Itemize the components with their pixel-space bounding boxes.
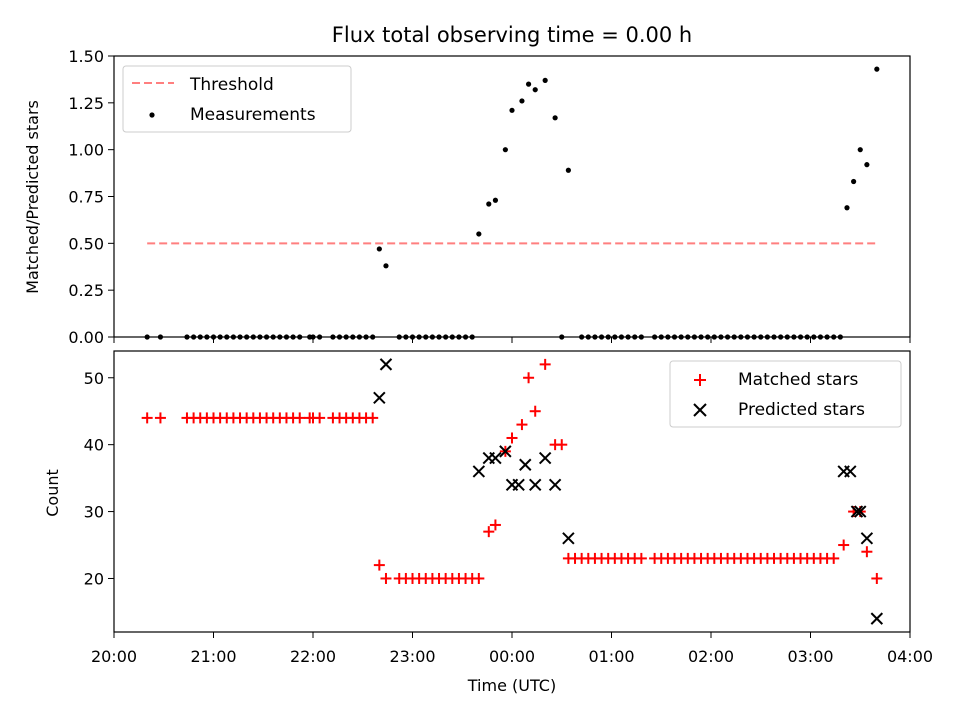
legend: Threshold Measurements — [122, 65, 352, 133]
predicted-star-point — [562, 532, 575, 545]
predicted-star-point — [512, 478, 525, 492]
measurement-point — [525, 81, 532, 87]
matched-star-point — [294, 412, 306, 424]
y-tick-label: 0.00 — [68, 328, 104, 347]
measurement-point — [476, 231, 482, 237]
measurement-point — [492, 197, 499, 203]
flux-ratio-panel: Flux total observing time = 0.00 h 0.00 0… — [23, 23, 911, 347]
legend-label: Measurements — [190, 105, 316, 125]
measurement-point — [565, 167, 571, 173]
measurement-point — [851, 178, 857, 185]
legend-label: Matched stars — [738, 370, 858, 390]
matched-star-point — [838, 539, 850, 551]
matched-star-point — [523, 372, 535, 384]
predicted-star-point — [870, 612, 884, 625]
matched-star-point — [861, 546, 873, 558]
y-tick-label: 0.50 — [68, 234, 104, 253]
predicted-legend-swatch — [693, 403, 707, 417]
y-tick-label: 1.25 — [68, 94, 104, 113]
measurement-point — [552, 115, 558, 121]
legend: Matched stars Predicted stars — [669, 360, 902, 428]
star-count-panel: 20 30 40 50 20:00 21:00 22:00 23:00 00:00 01:00 0… — [43, 350, 933, 695]
x-tick-label: 04:00 — [887, 647, 933, 666]
matched-star-point — [154, 412, 166, 424]
y-tick-label: 1.50 — [68, 47, 104, 66]
matched-star-point — [489, 519, 501, 531]
matched-star-point — [380, 572, 392, 584]
predicted-star-point — [548, 478, 562, 492]
predicted-star-point — [373, 391, 386, 405]
matched-star-point — [556, 439, 568, 451]
y-tick-label: 50 — [84, 369, 104, 388]
predicted-star-point — [844, 465, 857, 478]
measurement-point — [532, 87, 538, 93]
predicted-star-point — [489, 451, 502, 465]
predicted-star-point — [850, 505, 864, 518]
y-tick-label: 0.75 — [68, 188, 104, 207]
measurement-point — [874, 66, 880, 72]
legend-box — [122, 65, 352, 133]
matched-star-point — [141, 412, 153, 424]
measurement-point — [376, 246, 382, 252]
x-tick-label: 03:00 — [787, 647, 833, 666]
predicted-star-point — [519, 458, 532, 471]
measurement-point — [542, 77, 548, 83]
predicted-star-point — [472, 465, 486, 478]
matched-star-point — [516, 419, 528, 431]
measurement-point — [509, 107, 515, 113]
x-tick-label: 23:00 — [389, 647, 435, 666]
measurement-point — [857, 147, 863, 153]
chart-title: Flux total observing time = 0.00 h — [332, 23, 692, 47]
matched-star-point — [373, 559, 385, 571]
y-axis-label: Count — [43, 469, 62, 517]
x-axis-label: Time (UTC) — [467, 676, 556, 695]
x-tick-label: 02:00 — [688, 647, 734, 666]
legend-label: Predicted stars — [738, 400, 865, 420]
x-tick-label: 20:00 — [91, 647, 137, 666]
measurements-legend-swatch — [149, 112, 155, 118]
predicted-star-point — [538, 451, 552, 465]
predicted-star-point — [379, 358, 393, 371]
x-tick-label: 00:00 — [489, 647, 535, 666]
measurement-point — [864, 162, 870, 168]
predicted-star-point — [860, 532, 874, 545]
y-tick-label: 30 — [84, 503, 104, 522]
legend-label: Threshold — [189, 75, 274, 95]
predicted-star-point — [499, 445, 512, 458]
y-axis-label: Matched/Predicted stars — [23, 100, 42, 294]
matched-star-point — [529, 405, 541, 417]
matched-star-point — [506, 432, 518, 444]
matched-star-point — [367, 412, 379, 424]
measurement-point — [502, 147, 508, 153]
matched-star-point — [473, 572, 485, 584]
y-tick-label: 40 — [84, 436, 104, 455]
measurement-point — [844, 205, 850, 211]
measurement-point — [519, 98, 525, 104]
x-tick-label: 21:00 — [190, 647, 236, 666]
matched-star-point — [483, 526, 495, 538]
measurement-point — [383, 263, 389, 269]
predicted-star-point — [854, 505, 867, 518]
matched-star-point — [314, 412, 326, 424]
x-tick-label: 01:00 — [588, 647, 634, 666]
y-tick-label: 1.00 — [68, 141, 104, 160]
x-tick-label: 22:00 — [290, 647, 336, 666]
matched-legend-swatch — [694, 374, 706, 386]
matched-star-point — [539, 358, 551, 370]
y-tick-label: 0.25 — [68, 281, 104, 300]
y-tick-label: 20 — [84, 569, 104, 588]
matched-star-point — [635, 552, 647, 564]
legend-box — [669, 360, 902, 428]
matched-star-point — [828, 552, 840, 564]
matched-star-point — [871, 572, 883, 584]
predicted-star-point — [529, 478, 542, 492]
measurement-point — [486, 201, 492, 207]
